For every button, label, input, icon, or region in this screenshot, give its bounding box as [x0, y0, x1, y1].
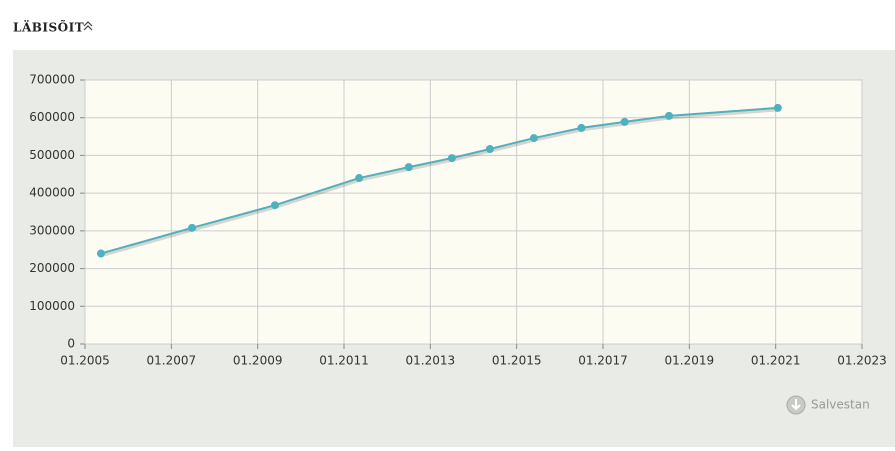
y-tick-label: 0 — [67, 337, 75, 351]
point — [577, 123, 586, 132]
y-tick-label: 300000 — [29, 223, 75, 237]
plot-area — [84, 79, 863, 345]
save-button[interactable]: Salvestan — [786, 395, 870, 415]
x-tick-label: 01.2005 — [60, 354, 110, 368]
y-tick-label: 200000 — [29, 261, 75, 275]
x-tick-label: 01.2019 — [665, 354, 715, 368]
y-tick-label: 700000 — [29, 73, 75, 87]
point — [188, 223, 197, 232]
x-tick-label: 01.2007 — [147, 354, 197, 368]
y-tick-label: 600000 — [29, 110, 75, 124]
x-tick-label: 01.2015 — [492, 354, 542, 368]
line-shadow — [101, 108, 779, 257]
y-tick-label: 500000 — [29, 148, 75, 162]
x-tick-label: 01.2011 — [319, 354, 369, 368]
y-tick-label: 100000 — [29, 299, 75, 313]
point — [270, 201, 279, 210]
point — [96, 249, 105, 258]
x-tick-label: 01.2023 — [837, 354, 887, 368]
x-tick-label: 01.2017 — [578, 354, 628, 368]
save-label[interactable]: Salvestan — [811, 398, 870, 412]
point — [773, 103, 782, 112]
y-tick-label: 400000 — [29, 186, 75, 200]
point — [355, 174, 364, 183]
point — [485, 145, 494, 154]
line — [100, 106, 778, 255]
point — [665, 111, 674, 120]
x-tick-label: 01.2013 — [406, 354, 456, 368]
x-tick-label: 01.2009 — [233, 354, 283, 368]
point — [529, 134, 538, 143]
point — [447, 154, 456, 163]
point — [404, 163, 413, 172]
point — [620, 117, 629, 126]
collapse-icon[interactable] — [83, 21, 93, 31]
section-title[interactable]: LÄBISÕIT — [13, 20, 84, 35]
x-tick-label: 01.2021 — [751, 354, 801, 368]
